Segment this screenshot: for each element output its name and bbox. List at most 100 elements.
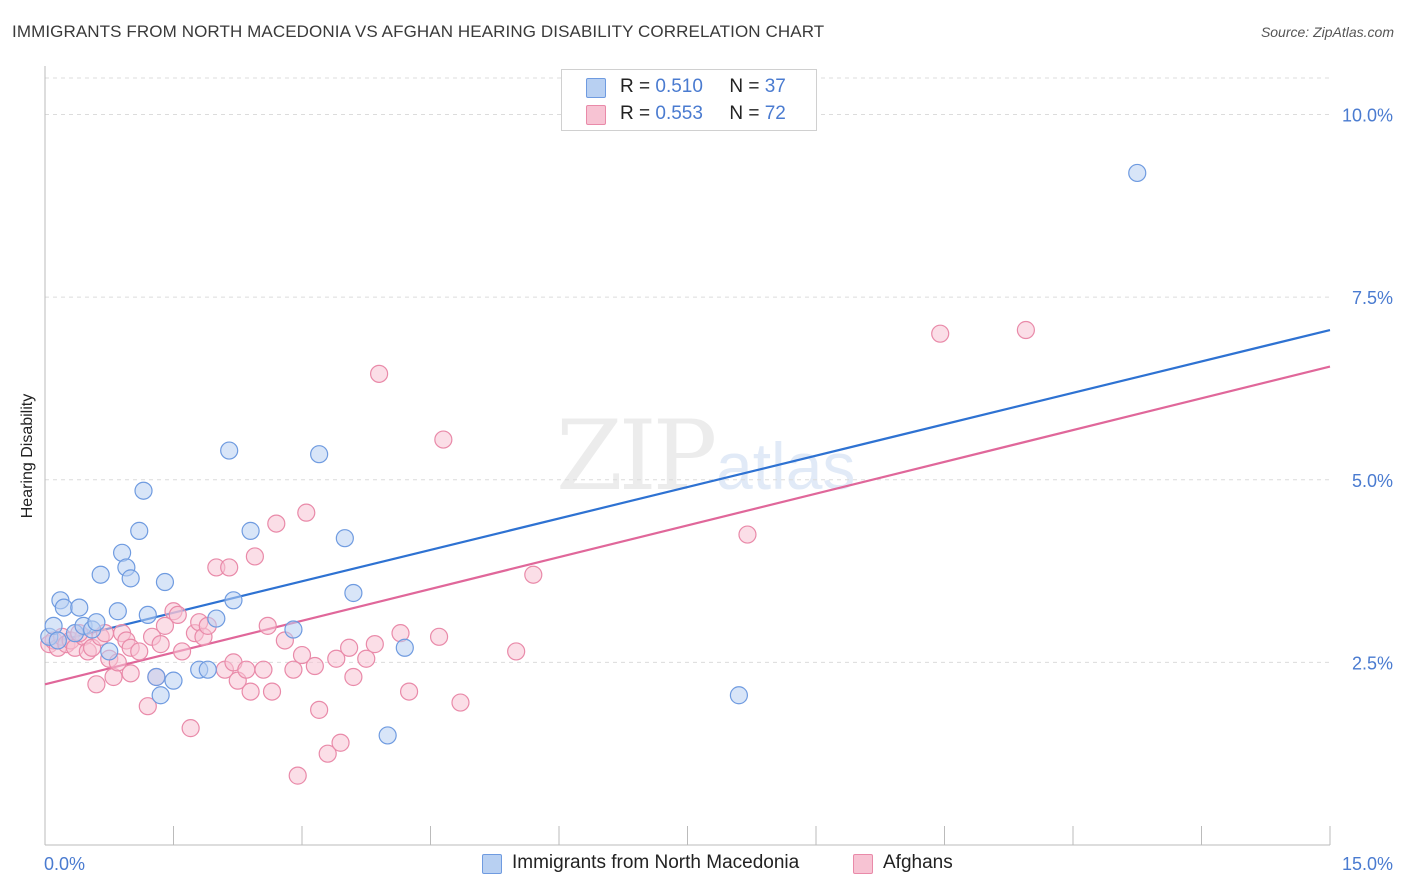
point-afghans: [168, 605, 187, 625]
y-tick-label: 7.5%: [1352, 288, 1393, 308]
axes: [44, 66, 1331, 846]
x-tick-label: 15.0%: [1342, 854, 1393, 874]
point-afghans: [357, 649, 376, 668]
data-points: [40, 163, 1147, 785]
point-afghans: [305, 656, 324, 676]
point-afghans: [155, 616, 175, 635]
point-afghans: [237, 660, 256, 679]
point-afghans: [181, 719, 200, 738]
point-afghans: [121, 664, 140, 683]
point-north-macedonia: [335, 529, 354, 548]
point-afghans: [288, 766, 307, 785]
point-north-macedonia: [284, 620, 303, 639]
point-afghans: [429, 627, 449, 646]
point-north-macedonia: [220, 441, 239, 460]
legend-n-value: 72: [764, 103, 786, 124]
point-afghans: [1016, 320, 1035, 340]
point-north-macedonia: [87, 613, 106, 632]
y-tick-label: 5.0%: [1352, 471, 1393, 491]
point-north-macedonia: [395, 638, 414, 657]
trend-lines: [44, 328, 1331, 686]
point-north-macedonia: [151, 686, 170, 705]
point-north-macedonia: [164, 671, 183, 690]
y-tick-label: 2.5%: [1352, 653, 1393, 673]
legend-swatch-blue: [586, 78, 606, 98]
watermark-zip: ZIP: [556, 400, 717, 512]
point-afghans: [399, 682, 419, 701]
legend-n-label: N =: [729, 76, 760, 97]
point-north-macedonia: [121, 569, 140, 588]
point-afghans: [318, 744, 337, 763]
point-north-macedonia: [48, 631, 67, 650]
point-afghans: [87, 675, 106, 694]
legend-n-label: N =: [729, 103, 760, 124]
point-afghans: [327, 649, 346, 668]
point-north-macedonia: [1128, 163, 1147, 183]
point-afghans: [172, 642, 192, 661]
point-north-macedonia: [130, 521, 149, 540]
legend-swatch-blue: [482, 854, 502, 874]
point-afghans: [258, 616, 277, 635]
legend-r-value: 0.510: [655, 76, 703, 97]
legend-r-value: 0.553: [655, 103, 703, 124]
trend-line-north-macedonia: [44, 328, 1331, 646]
point-north-macedonia: [378, 726, 397, 745]
point-north-macedonia: [70, 598, 89, 617]
point-afghans: [130, 642, 149, 661]
point-afghans: [245, 547, 264, 566]
point-afghans: [310, 700, 329, 719]
point-afghans: [931, 324, 950, 343]
point-afghans: [262, 682, 282, 701]
chart-title: IMMIGRANTS FROM NORTH MACEDONIA VS AFGHA…: [12, 22, 825, 41]
point-north-macedonia: [138, 605, 157, 625]
legend-label-afghans: Afghans: [883, 852, 953, 873]
legend-swatch-pink: [853, 854, 873, 874]
trend-line-afghans: [44, 365, 1331, 686]
point-afghans: [340, 638, 359, 657]
point-afghans: [344, 667, 363, 687]
point-north-macedonia: [100, 642, 119, 661]
point-north-macedonia: [207, 609, 226, 628]
point-north-macedonia: [224, 591, 243, 610]
point-north-macedonia: [241, 521, 260, 540]
point-north-macedonia: [108, 602, 127, 621]
point-north-macedonia: [147, 667, 166, 687]
correlation-legend: R = 0.510 N = 37 R = 0.553 N = 72: [561, 69, 817, 131]
point-afghans: [292, 645, 312, 665]
tick-labels: 2.5% 5.0% 7.5% 10.0% 0.0% 15.0%: [44, 106, 1393, 874]
point-afghans: [738, 525, 757, 544]
point-north-macedonia: [310, 445, 329, 464]
series-legend: Immigrants from North Macedonia Afghans: [0, 852, 1406, 878]
point-afghans: [507, 642, 526, 661]
point-afghans: [451, 693, 470, 712]
point-north-macedonia: [91, 565, 110, 584]
legend-r-label: R =: [620, 103, 651, 124]
point-afghans: [138, 697, 157, 716]
legend-n-value: 37: [764, 76, 786, 97]
point-afghans: [331, 733, 350, 752]
point-north-macedonia: [134, 481, 153, 500]
point-north-macedonia: [344, 583, 363, 603]
point-afghans: [151, 635, 170, 654]
point-north-macedonia: [729, 686, 749, 705]
point-afghans: [267, 514, 286, 533]
point-afghans: [254, 660, 273, 679]
point-afghans: [284, 660, 303, 679]
point-afghans: [220, 558, 239, 577]
source-label: Source: ZipAtlas.com: [1260, 24, 1394, 40]
point-north-macedonia: [54, 598, 73, 617]
point-afghans: [370, 364, 389, 383]
point-afghans: [365, 635, 384, 654]
point-north-macedonia: [198, 660, 217, 679]
legend-r-label: R =: [620, 76, 651, 97]
point-north-macedonia: [155, 572, 175, 592]
point-afghans: [434, 430, 453, 449]
point-afghans: [524, 565, 543, 584]
x-tick-label: 0.0%: [44, 854, 85, 874]
point-afghans: [241, 682, 260, 701]
point-afghans: [297, 503, 316, 522]
legend-label-north-macedonia: Immigrants from North Macedonia: [512, 852, 800, 873]
y-tick-label: 10.0%: [1342, 106, 1393, 126]
legend-swatch-pink: [586, 105, 606, 125]
